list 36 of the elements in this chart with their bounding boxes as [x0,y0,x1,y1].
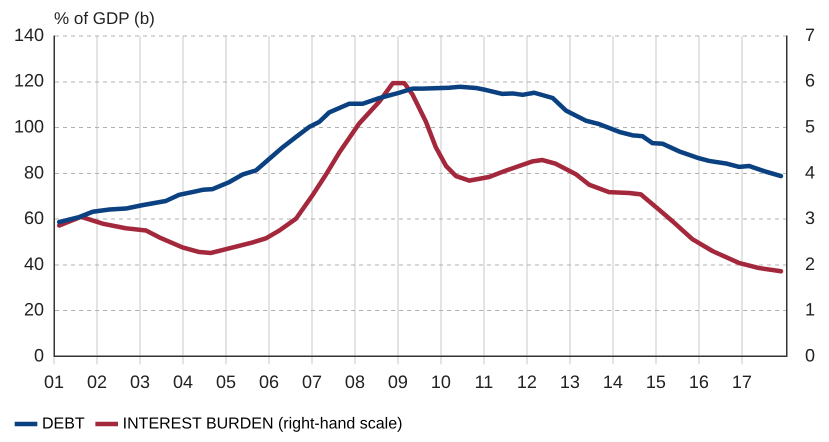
x-tick-label: 09 [388,372,408,392]
x-tick-label: 13 [560,372,580,392]
x-tick-label: 17 [732,372,752,392]
legend-label: INTEREST BURDEN (right-hand scale) [122,415,402,432]
x-tick-label: 10 [430,372,451,392]
x-tick-label: 02 [87,372,108,392]
x-tick-label: 03 [130,372,150,392]
y-tick-label: 100 [14,116,44,137]
x-tick-label: 12 [516,372,537,392]
x-tick-label: 04 [172,372,194,392]
x-tick-label: 08 [344,372,365,392]
x-tick-label: 01 [44,372,64,392]
legend-label: DEBT [42,415,85,432]
y-tick-label: 120 [14,70,44,91]
y2-tick-label: 6 [804,70,816,91]
x-tick-label: 14 [602,372,623,392]
x-tick-label: 06 [258,372,279,392]
x-tick-label: 07 [302,372,322,392]
y2-tick-label: 2 [804,254,816,274]
x-tick-label: 05 [216,372,236,392]
y-tick-label: 60 [24,208,44,228]
y2-tick-label: 7 [804,24,816,45]
y2-tick-label: 5 [804,116,816,137]
y-axis-title: % of GDP (b) [54,9,155,28]
y-tick-label: 80 [24,162,44,182]
y-tick-label: 140 [14,24,44,45]
y-tick-label: 40 [24,254,44,274]
y2-tick-label: 0 [804,345,816,366]
y2-tick-label: 4 [804,162,816,182]
y-tick-label: 20 [24,300,44,320]
x-tick-label: 15 [646,372,666,392]
y2-tick-label: 1 [804,300,816,320]
y-tick-label: 0 [34,345,44,366]
y2-tick-label: 3 [804,208,816,228]
x-tick-label: 11 [474,372,494,392]
x-tick-label: 16 [688,372,709,392]
